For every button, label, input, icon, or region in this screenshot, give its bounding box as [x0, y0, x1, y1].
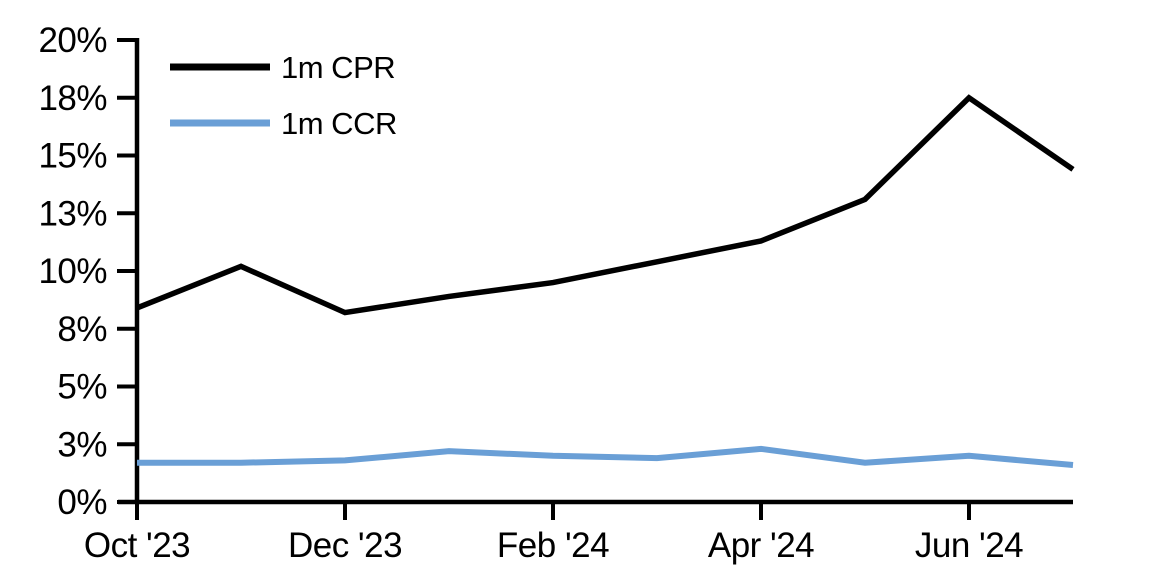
axes [118, 38, 1073, 505]
x-tick-label: Feb '24 [497, 526, 609, 565]
series-line-1m-cpr [135, 94, 1075, 316]
series-line-1m-ccr [137, 445, 1074, 469]
legend: 1m CPR 1m CCR [170, 50, 397, 141]
x-tick-label: Jun '24 [915, 526, 1023, 565]
y-tick-label: 0% [57, 483, 107, 522]
y-tick-label: 18% [38, 79, 107, 118]
y-tick-label: 8% [57, 310, 107, 349]
x-tick-label: Apr '24 [708, 526, 814, 565]
legend-label: 1m CPR [281, 50, 395, 85]
x-axis-labels: Oct '23 Dec '23 Feb '24 Apr '24 Jun '24 [84, 526, 1024, 565]
y-tick-label: 10% [38, 252, 107, 291]
x-axis-ticks [135, 504, 971, 520]
y-tick-label: 3% [57, 425, 107, 464]
x-tick-label: Dec '23 [288, 526, 402, 565]
legend-item-1m-ccr: 1m CCR [170, 106, 397, 141]
series-lines [135, 94, 1075, 469]
y-tick-label: 5% [57, 368, 107, 407]
y-axis-ticks [117, 38, 135, 504]
y-tick-label: 20% [38, 21, 107, 60]
y-tick-label: 13% [38, 194, 107, 233]
legend-item-1m-cpr: 1m CPR [170, 50, 396, 85]
y-axis-labels: 0% 3% 5% 8% 10% 13% 15% 18% 20% [38, 21, 107, 522]
x-tick-label: Oct '23 [84, 526, 190, 565]
legend-label: 1m CCR [281, 106, 397, 141]
y-tick-label: 15% [38, 137, 107, 176]
